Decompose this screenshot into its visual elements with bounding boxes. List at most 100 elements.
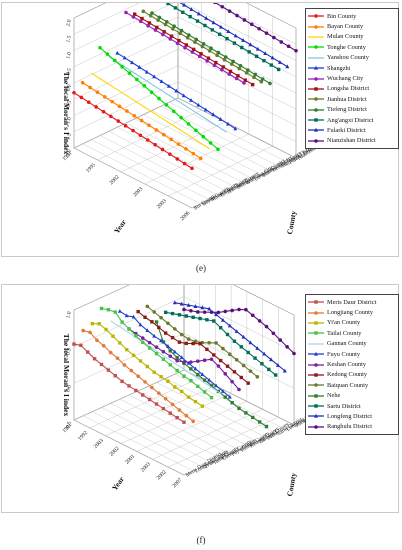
data-point <box>184 413 189 418</box>
data-point <box>204 16 209 20</box>
z-tick-label: 0.5 <box>65 67 73 75</box>
data-point <box>279 40 284 44</box>
data-point <box>269 63 273 67</box>
series-group <box>72 3 298 171</box>
data-point <box>168 363 172 367</box>
data-point <box>153 28 158 32</box>
data-point <box>223 55 228 59</box>
data-point <box>81 328 85 333</box>
legend-item: Nehe <box>308 391 394 401</box>
data-point <box>286 44 291 49</box>
data-point <box>72 90 76 95</box>
legend-label: Ranghulu District <box>327 423 372 431</box>
legend-swatch <box>308 321 324 325</box>
data-point <box>257 26 261 31</box>
data-point <box>255 46 260 51</box>
data-point <box>115 356 120 361</box>
county-gridline <box>92 411 203 467</box>
legend-swatch <box>308 97 324 102</box>
data-point <box>113 374 117 378</box>
data-point <box>165 344 170 348</box>
year-tick-label: 2003 <box>156 198 168 210</box>
data-point <box>137 65 142 69</box>
y-axis-title: County <box>285 472 298 497</box>
data-point <box>240 45 244 50</box>
legend-label: Nehe <box>327 392 341 400</box>
data-point <box>168 152 172 156</box>
data-point <box>169 137 173 142</box>
axes-group: 1.00.50.0-0.5199119922003200220012003200… <box>61 285 330 497</box>
county-gridline <box>82 143 201 204</box>
data-point <box>232 41 237 45</box>
data-point <box>170 311 175 316</box>
data-point <box>205 318 209 322</box>
legend-item: Yi'an County <box>308 318 394 328</box>
data-point <box>209 357 214 362</box>
legend-marker <box>314 373 318 377</box>
legend-item: Mulan County <box>308 32 394 42</box>
legend-label: Tailai County <box>327 329 362 337</box>
z-gridline <box>73 285 295 316</box>
data-point <box>147 340 152 345</box>
legend-item: Sartu District <box>308 401 394 411</box>
data-point <box>101 109 106 114</box>
data-point <box>209 395 214 400</box>
year-tick-label: 2003 <box>132 186 144 198</box>
data-point <box>220 67 224 72</box>
data-point <box>95 90 100 94</box>
data-point <box>191 47 196 52</box>
data-point <box>227 394 232 399</box>
legend-swatch <box>308 362 324 367</box>
legend-marker <box>314 331 318 336</box>
data-point <box>170 335 175 340</box>
data-point <box>207 49 212 53</box>
data-point <box>138 19 143 24</box>
data-point <box>243 78 247 82</box>
data-point <box>171 27 175 31</box>
data-point <box>124 10 128 15</box>
legend-swatch <box>308 331 324 336</box>
data-point <box>177 313 182 317</box>
data-point <box>79 95 84 100</box>
data-point <box>218 117 223 121</box>
data-point <box>220 4 225 9</box>
data-point <box>132 114 137 118</box>
county-gridline <box>169 102 288 163</box>
data-point <box>267 367 271 372</box>
data-point <box>189 367 193 371</box>
data-point <box>154 320 159 324</box>
legend-swatch <box>308 107 324 112</box>
legend-swatch <box>308 300 324 304</box>
data-point <box>181 93 186 98</box>
data-point <box>175 355 179 360</box>
legend-swatch <box>308 128 324 133</box>
legend-label: Sartu District <box>327 402 361 410</box>
series-line <box>166 3 279 70</box>
legend-swatch <box>308 76 324 81</box>
data-point <box>246 68 250 72</box>
data-point <box>196 11 201 16</box>
data-point <box>191 419 195 424</box>
data-point <box>194 128 198 133</box>
legend-marker <box>314 97 318 102</box>
data-point <box>193 304 198 308</box>
data-point <box>225 36 229 41</box>
data-point <box>210 28 214 32</box>
legend-marker <box>314 128 318 133</box>
data-point <box>99 362 104 367</box>
data-point <box>241 38 246 42</box>
data-point <box>226 29 231 34</box>
data-point <box>196 102 201 107</box>
data-point <box>190 50 195 54</box>
z-gridline <box>73 65 297 126</box>
series-line <box>73 343 185 423</box>
data-point <box>196 384 200 389</box>
data-point <box>156 391 161 395</box>
series-line <box>91 72 210 150</box>
series-group <box>72 300 296 429</box>
data-point <box>199 52 203 56</box>
data-point <box>186 360 191 365</box>
data-point <box>231 59 235 64</box>
legend-marker <box>314 76 318 81</box>
data-point <box>200 404 205 408</box>
